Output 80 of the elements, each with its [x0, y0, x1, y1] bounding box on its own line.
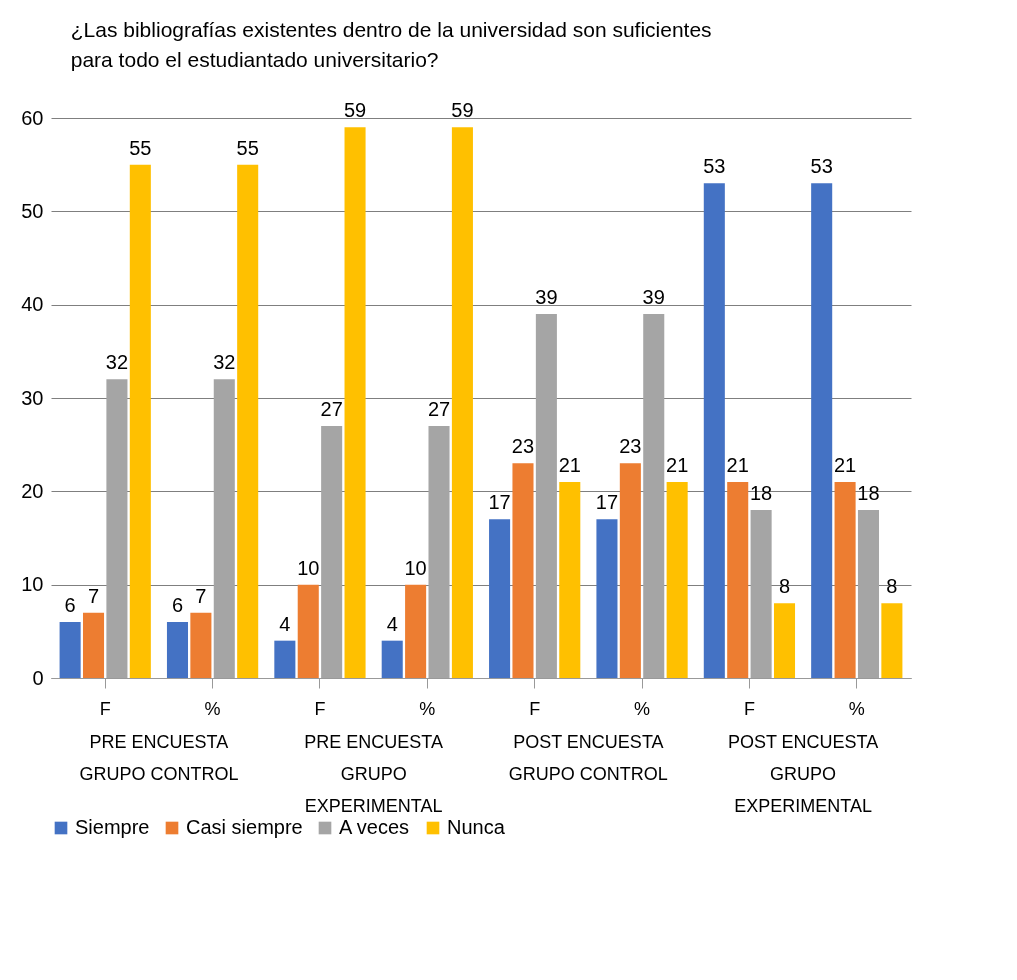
legend-label: Nunca [447, 816, 506, 838]
data-label: 18 [857, 482, 880, 504]
data-label: 17 [595, 491, 619, 514]
data-label: 55 [236, 136, 259, 159]
x-tick-label: F [314, 698, 326, 719]
x-tick-label: F [743, 698, 755, 719]
data-label: 10 [297, 556, 320, 579]
data-label: 59 [451, 99, 474, 122]
x-tick-label: % [419, 698, 436, 719]
x-tick-label: % [204, 698, 221, 719]
x-tick-label: % [848, 698, 865, 719]
text: PRE ENCUESTA GRUPO EXPERIMENTAL [304, 732, 443, 816]
bar [773, 603, 796, 678]
x-tick-label: F [99, 698, 111, 719]
text: PRE ENCUESTA GRUPO CONTROL [79, 732, 239, 784]
y-tick-label: 60 [21, 106, 44, 129]
y-tick-label: 30 [21, 386, 44, 409]
bar [619, 463, 641, 678]
bar [129, 164, 151, 678]
text: POST ENCUESTA GRUPO EXPERIMENTAL [727, 732, 879, 816]
data-label: 10 [404, 556, 427, 579]
legend-label: A veces [339, 816, 410, 838]
bar [297, 584, 319, 678]
bar [559, 482, 581, 678]
x-tick-label: % [634, 698, 651, 719]
data-label: 23 [511, 435, 535, 458]
data-label: 39 [535, 286, 558, 308]
data-label: 21 [833, 454, 857, 476]
data-label: 21 [558, 454, 581, 476]
data-label: 21 [666, 454, 689, 476]
data-label: 32 [105, 351, 129, 374]
data-label: 17 [488, 491, 511, 514]
x-tick-label: F [529, 698, 541, 719]
data-label: 8 [778, 575, 791, 598]
bar [512, 463, 534, 678]
data-label: 6 [64, 594, 76, 616]
bar [489, 519, 511, 678]
chart-title: ¿Las bibliografías existentes dentro de la universidad son suficientes para todo el estudiantado universitario? [70, 18, 712, 72]
bar [811, 183, 833, 678]
legend-label: Siempre [75, 816, 150, 838]
bar [703, 183, 725, 678]
bar [190, 612, 212, 678]
data-label: 4 [279, 612, 291, 635]
data-label: 55 [129, 136, 152, 159]
data-label: 27 [320, 398, 343, 420]
bar [451, 127, 473, 678]
legend-label: Casi siempre [186, 816, 303, 838]
y-tick-label: 20 [21, 479, 44, 502]
bar [274, 640, 296, 678]
bar [596, 519, 618, 678]
bar [59, 622, 81, 678]
data-label: 21 [726, 454, 749, 476]
data-label: 27 [427, 398, 451, 420]
bar [166, 622, 189, 678]
data-label: 39 [642, 286, 665, 308]
text: POST ENCUESTA GRUPO CONTROL [508, 732, 668, 784]
bar [237, 164, 259, 678]
bar [344, 127, 366, 678]
bar [381, 640, 403, 678]
data-label: 7 [87, 584, 100, 607]
y-tick-label: 50 [21, 199, 44, 222]
data-label: 4 [386, 612, 398, 635]
data-label: 32 [213, 351, 236, 374]
y-tick-label: 0 [32, 666, 44, 689]
data-label: 53 [703, 155, 726, 178]
data-label: 23 [619, 435, 642, 458]
bar [405, 584, 427, 678]
bar [881, 603, 903, 678]
data-label: 18 [749, 482, 773, 504]
data-label: 53 [810, 155, 833, 178]
bar [834, 482, 856, 678]
y-tick-label: 10 [21, 573, 44, 596]
bar [666, 482, 688, 678]
data-label: 59 [343, 99, 367, 122]
data-label: 6 [171, 594, 184, 616]
data-label: 7 [195, 584, 207, 607]
y-tick-label: 40 [21, 293, 44, 316]
bar [82, 612, 105, 678]
data-label: 8 [886, 575, 898, 598]
bar [727, 482, 749, 678]
